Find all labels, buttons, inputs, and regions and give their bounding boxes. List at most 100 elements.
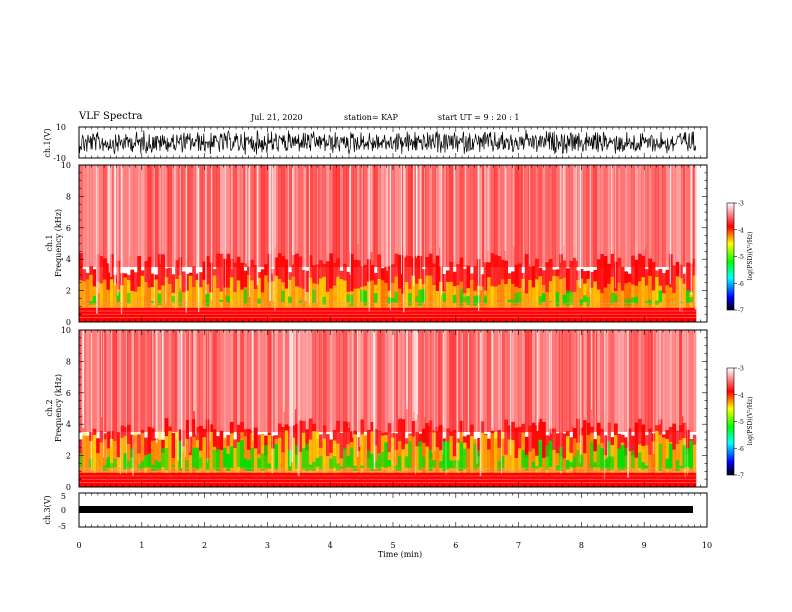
ch1-spectrum-yellow-cell — [469, 279, 474, 308]
ch3-waveform-trace — [79, 506, 693, 513]
ch1-spectrum-green-cell — [631, 297, 635, 303]
ch1-spectrum-streak — [159, 165, 161, 264]
ch2-spectrum-low-cell — [442, 472, 447, 487]
ch2-spectrum-green-cell — [89, 458, 94, 469]
ch2-spectrum-low-cell — [600, 472, 605, 487]
ch2-spectrum-streak — [443, 330, 445, 428]
ch1-spectrum-low-cell — [655, 307, 659, 322]
ch2-spectrogram-panel: 0 2 4 6 8 10 ch.2 Frequency (kHz) — [45, 326, 708, 492]
ch1-spectrum-upper-cell — [641, 165, 646, 268]
ch1-spectrum-low-cell — [404, 307, 409, 322]
ch2-spectrum-low-cell — [469, 472, 474, 487]
ch2-spectrum-upper-cell — [692, 330, 697, 433]
ch2-spectrum-yellow-cell — [233, 448, 238, 473]
ch1-spectrum-low-cell — [181, 307, 186, 322]
ch2-spectrum-low-cell — [161, 472, 166, 487]
ch2-spectrum-yellow-cell — [109, 438, 114, 473]
ch1-spectrum-low-cell — [253, 307, 258, 322]
ch2-spectrum-green-cell — [384, 442, 388, 468]
ch2-spectrum-upper-cell — [555, 330, 560, 433]
ch2-spectrum-green-cell — [576, 450, 581, 467]
ch1-spectrum-low-cell — [271, 307, 275, 322]
ch1-spectrum-yellow-cell — [106, 289, 111, 308]
ch2-spectrum-low-cell — [247, 472, 251, 487]
ch2-spectrum-low-cell — [250, 472, 255, 487]
ch1-spectrum-streak — [272, 165, 274, 301]
ch2-spectrum-streak — [119, 330, 121, 475]
ch2-spectrum-upper-cell — [356, 330, 361, 433]
ch1-spectrum-upper-cell — [521, 165, 526, 268]
ch1-spectrum-green-cell — [514, 293, 519, 306]
ch2-spectrum-green-cell — [301, 448, 306, 470]
ch1-spectrum-upper-cell — [332, 165, 337, 268]
ch1-spectrum-upper-cell — [387, 165, 392, 268]
ch1-spectrum-low-cell — [634, 307, 639, 322]
ch1-spectrum-low-cell — [305, 307, 310, 322]
ch2-spectrum-low-cell — [418, 472, 423, 487]
ch1-spectrum-upper-cell — [634, 165, 639, 268]
ch1-spectrum-upper-cell — [487, 165, 491, 268]
ch1-spectrum-upper-cell — [596, 165, 601, 268]
ch2-spectrum-upper-cell — [559, 330, 563, 433]
ch1-waveform-panel: 10 -10 ch.1(V) — [43, 123, 708, 163]
ch1-spectrum-green-cell — [644, 301, 649, 304]
ch1-spectrum-upper-cell — [541, 165, 546, 268]
ch1-spectrum-upper-cell — [394, 165, 399, 268]
ch1-spectrum-yellow-cell — [185, 290, 190, 308]
ch1-spectrum-upper-cell — [301, 165, 306, 268]
ch1-spectrum-low-cell — [137, 307, 142, 322]
ch1-spectrum-green-cell — [281, 290, 286, 303]
ch2-spectrum-yellow-cell — [298, 451, 303, 473]
ch1-spectrum-streak — [424, 165, 426, 304]
ch1-spectrum-upper-cell — [157, 165, 162, 268]
ch2-spectrum-yellow-cell — [493, 432, 498, 473]
ch2-spectrum-low-cell — [123, 472, 128, 487]
ch1-spectrum-yellow-cell — [137, 286, 142, 308]
ch2-spectrum-low-cell — [274, 472, 279, 487]
ch1-spectrum-low-cell — [205, 307, 210, 322]
ch1-spectrum-low-cell — [545, 307, 550, 322]
ch2-spectrum-low-cell — [226, 472, 231, 487]
ch2-spectrum-streak — [594, 330, 596, 438]
ch1-spectrum-upper-cell — [298, 165, 303, 268]
ch2-spectrum-low-cell — [233, 472, 238, 487]
ch2-spectrum-upper-cell — [219, 330, 224, 433]
ch1-spectrum-upper-cell — [535, 165, 539, 268]
ch1-spectrum-yellow-cell — [140, 275, 145, 308]
ch1-spectrum-green-cell — [538, 295, 543, 305]
ch1-spectrum-low-cell — [233, 307, 238, 322]
ch1-spectrum-low-cell — [596, 307, 601, 322]
ch1-spectrum-streak — [205, 165, 207, 282]
ch1-spectrum-green-cell — [579, 299, 584, 305]
ch1-spectrum-yellow-cell — [511, 283, 515, 308]
ch2-spectrum-low-cell — [370, 472, 375, 487]
ch2-spectrum-upper-cell — [274, 330, 279, 433]
ch1-spectrum-upper-cell — [408, 165, 412, 268]
station-label: station= KAP — [344, 113, 398, 122]
ch1-spectrum-low-cell — [627, 307, 632, 322]
ch2-colorbar-ticks: -3 -4 -5 -6 -7 — [734, 366, 744, 480]
ch2-spectrum-yellow-cell — [662, 437, 666, 473]
ch2-spectrum-low-cell — [106, 472, 111, 487]
ch1-spectrum-upper-cell — [257, 165, 262, 268]
ch1-spectrum-low-cell — [288, 307, 292, 322]
ch1-spectrum-yellow-cell — [586, 278, 591, 308]
ch1-spectrum-upper-cell — [92, 165, 97, 268]
ch1-spectrum-low-cell — [521, 307, 526, 322]
ch2-spectrum-low-cell — [620, 472, 625, 487]
ch2-spectrum-yellow-cell — [140, 433, 145, 473]
ch1-spectrum-yellow-cell — [428, 275, 433, 308]
ch1-spectrum-upper-cell — [517, 165, 522, 268]
ch2-spectrum-low-cell — [569, 472, 574, 487]
ch2-spectrum-mid-cell — [514, 427, 519, 487]
ch1-spectrum-upper-cell — [240, 165, 244, 268]
ch2-spectrum-low-cell — [449, 472, 454, 487]
ch2-spectrum-yellow-cell — [267, 434, 272, 473]
ch2-spectrum-green-cell — [682, 445, 687, 469]
ch2-spectrum-low-cell — [610, 472, 615, 487]
ch2-spectrum-green-cell — [312, 461, 316, 471]
ch2-spectrum-low-cell — [408, 472, 412, 487]
ch1-spectrum-upper-cell — [500, 165, 505, 268]
ch1-spectrum-streak — [361, 165, 363, 303]
ch2-spectrum-streak — [586, 330, 587, 473]
